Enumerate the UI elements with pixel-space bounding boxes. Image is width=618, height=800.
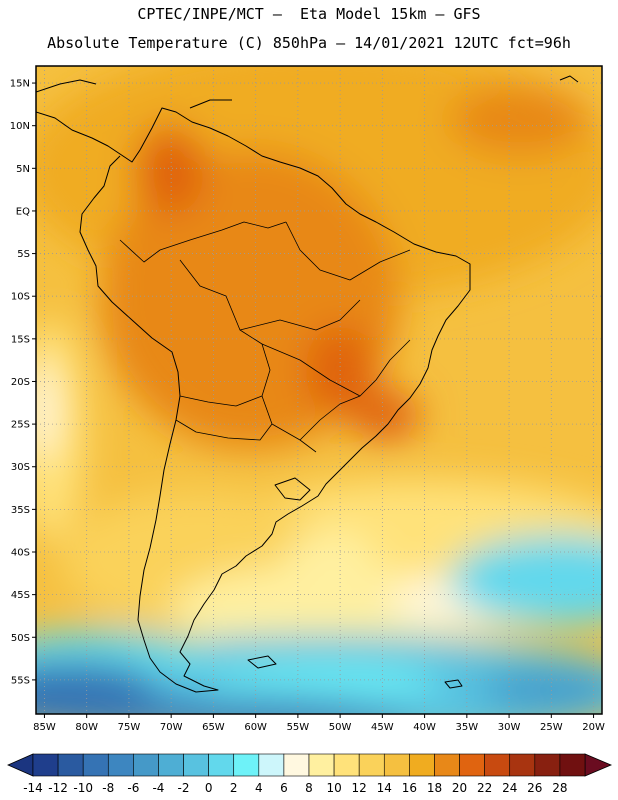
lon-tick-label: 45W xyxy=(371,722,394,733)
map-title-line1: CPTEC/INPE/MCT – Eta Model 15km – GFS xyxy=(137,5,481,23)
colorbar-swatch xyxy=(383,753,410,777)
colorbar-swatch xyxy=(107,753,134,777)
colorbar-tick-label: 12 xyxy=(352,781,367,795)
colorbar-swatch xyxy=(459,753,485,777)
colorbar-tick-label: 14 xyxy=(377,781,392,795)
lat-tick-label: 55S xyxy=(11,675,30,686)
colorbar-swatch xyxy=(258,753,285,777)
lon-tick-label: 65W xyxy=(202,722,225,733)
colorbar-swatch xyxy=(283,753,310,777)
lon-tick-label: 30W xyxy=(498,722,521,733)
colorbar-over-arrow xyxy=(584,753,613,777)
colorbar-under-arrow xyxy=(7,753,34,777)
colorbar-tick-label: -10 xyxy=(73,781,93,795)
colorbar-tick-label: 6 xyxy=(280,781,288,795)
colorbar-tick-label: -2 xyxy=(178,781,190,795)
colorbar-swatch xyxy=(158,753,184,777)
lat-tick-label: 5S xyxy=(17,249,30,260)
colorbar-tick-label: 4 xyxy=(255,781,263,795)
coastlines xyxy=(36,75,579,693)
colorbar-tick-label: 28 xyxy=(552,781,567,795)
colorbar-tick-label: -4 xyxy=(152,781,164,795)
lon-tick-label: 40W xyxy=(413,722,436,733)
colorbar-tick-label: 0 xyxy=(205,781,213,795)
colorbar-swatch xyxy=(434,753,460,777)
lat-tick-label: 50S xyxy=(11,633,30,644)
lat-tick-label: 25S xyxy=(11,420,30,431)
colorbar-tick-label: 2 xyxy=(230,781,238,795)
longitude-tick-labels: 85W 80W 75W 70W 65W 60W 55W 50W 45W 40W 35W 30W 25W 2… xyxy=(33,714,605,733)
lon-tick-label: 50W xyxy=(329,722,352,733)
lon-tick-label: 35W xyxy=(456,722,479,733)
colorbar-tick-label: 16 xyxy=(402,781,417,795)
colorbar-swatch xyxy=(57,753,84,777)
lon-tick-label: 25W xyxy=(540,722,563,733)
colorbar-swatch xyxy=(233,753,260,777)
lon-tick-label: 55W xyxy=(287,722,310,733)
lon-tick-label: 75W xyxy=(118,722,141,733)
colorbar-swatch xyxy=(484,753,511,777)
lat-tick-label: 20S xyxy=(11,377,30,388)
colorbar-tick-label: -6 xyxy=(127,781,139,795)
lat-tick-label: EQ xyxy=(16,206,30,217)
colorbar-swatch xyxy=(133,753,159,777)
colorbar-swatch xyxy=(32,753,59,777)
colorbar-tick-label: -12 xyxy=(48,781,68,795)
colorbar-swatch xyxy=(183,753,209,777)
colorbar-swatch xyxy=(509,753,536,777)
temperature-map: 15N 10N 5N EQ 5S 10S 15S 20S 25S 30S 35S 40S 45S 50S 5… xyxy=(10,65,605,733)
colorbar-tick-label: 8 xyxy=(305,781,313,795)
lat-lon-grid xyxy=(36,66,602,714)
colorbar-swatch xyxy=(208,753,235,777)
lat-tick-label: 30S xyxy=(11,462,30,473)
colorbar-tick-label: 20 xyxy=(452,781,467,795)
lat-tick-label: 15N xyxy=(10,79,30,90)
latitude-tick-labels: 15N 10N 5N EQ 5S 10S 15S 20S 25S 30S 35S 40S 45S 50S 5… xyxy=(10,79,36,686)
lon-tick-label: 20W xyxy=(582,722,605,733)
lon-tick-label: 70W xyxy=(160,722,183,733)
lat-tick-label: 40S xyxy=(11,548,30,559)
colorbar-swatch xyxy=(333,753,360,777)
colorbar-tick-label: 24 xyxy=(502,781,517,795)
lat-tick-label: 15S xyxy=(11,334,30,345)
colorbar-swatch xyxy=(409,753,435,777)
colorbar: -14 -12 -10 -8 -6 -4 -2 0 2 4 6 8 10 12 14 16 18 20 22 24 26… xyxy=(7,753,613,795)
colorbar-tick-label: 18 xyxy=(427,781,442,795)
map-frame xyxy=(35,65,603,715)
lon-tick-label: 80W xyxy=(75,722,98,733)
colorbar-tick-label: 26 xyxy=(527,781,542,795)
lat-tick-label: 10S xyxy=(11,292,30,303)
colorbar-tick-label: -8 xyxy=(102,781,114,795)
lat-tick-label: 5N xyxy=(16,164,30,175)
colorbar-swatch xyxy=(534,753,561,777)
lat-tick-label: 35S xyxy=(11,505,30,516)
lat-tick-label: 10N xyxy=(10,121,30,132)
political-borders xyxy=(119,221,411,453)
lon-tick-label: 85W xyxy=(33,722,56,733)
colorbar-tick-label: 22 xyxy=(477,781,492,795)
lat-tick-label: 45S xyxy=(11,590,30,601)
colorbar-tick-label: -14 xyxy=(23,781,43,795)
map-title-line2: Absolute Temperature (C) 850hPa – 14/01/… xyxy=(47,34,571,52)
colorbar-swatch xyxy=(559,753,586,777)
temperature-field xyxy=(36,66,602,714)
colorbar-tick-label: 10 xyxy=(326,781,341,795)
lon-tick-label: 60W xyxy=(244,722,267,733)
colorbar-swatch xyxy=(358,753,385,777)
colorbar-swatch xyxy=(82,753,109,777)
colorbar-swatch xyxy=(308,753,335,777)
